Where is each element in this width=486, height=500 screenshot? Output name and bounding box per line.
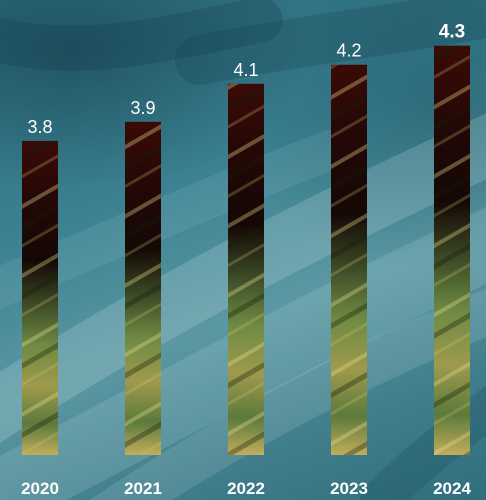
value-label-2024: 4.3	[439, 22, 465, 43]
bar-texture-2020	[22, 140, 58, 455]
bar-texture-2021	[125, 121, 161, 456]
category-label-2022: 2022	[227, 479, 265, 498]
category-label-2023: 2023	[330, 479, 368, 498]
value-label-2023: 4.2	[336, 41, 361, 61]
bar-texture-2023	[331, 64, 367, 455]
bar-texture-2022	[228, 83, 264, 456]
category-label-2021: 2021	[124, 479, 162, 498]
bar-texture-2024	[434, 45, 470, 456]
value-label-2020: 3.8	[27, 117, 52, 137]
value-label-2021: 3.9	[130, 98, 155, 118]
category-label-2020: 2020	[21, 479, 59, 498]
category-label-2024: 2024	[433, 479, 471, 498]
value-label-2022: 4.1	[233, 60, 258, 80]
